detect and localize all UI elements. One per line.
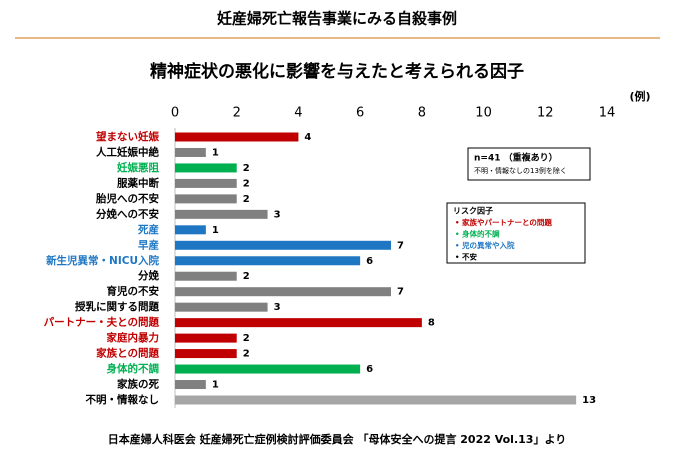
- legend-title: リスク因子: [453, 206, 493, 216]
- value-label: 3: [274, 302, 281, 313]
- note-line: n=41 （重複あり）: [474, 152, 558, 164]
- category-label: 妊娠悪阻: [117, 161, 159, 174]
- source: 日本産婦人科医会 妊産婦死亡症例検討評価委員会 「母体安全への提言 2022 V…: [108, 432, 566, 446]
- legend-entry: 家族やパートナーとの問題: [462, 217, 552, 227]
- category-label: 分娩への不安: [96, 207, 159, 220]
- x-tick-label: 12: [537, 106, 554, 121]
- bar: [175, 194, 237, 204]
- bar: [175, 209, 268, 219]
- x-tick-label: 2: [233, 106, 241, 121]
- category-label: 家族の死: [117, 378, 159, 391]
- x-tick-label: 8: [418, 106, 426, 121]
- value-label: 7: [397, 287, 404, 298]
- note-box: [467, 147, 591, 181]
- value-label: 1: [212, 147, 219, 158]
- bar: [175, 318, 422, 328]
- bar: [175, 395, 577, 405]
- bar: [175, 225, 206, 235]
- legend-bullet: •: [455, 219, 459, 227]
- value-label: 1: [212, 380, 219, 391]
- value-label: 4: [304, 132, 311, 143]
- x-tick-label: 6: [356, 106, 364, 121]
- chart-title: 妊産婦死亡報告事業にみる自殺事例: [217, 10, 457, 28]
- category-label: 家庭内暴力: [107, 331, 160, 344]
- value-label: 3: [274, 209, 281, 220]
- value-label: 13: [582, 395, 596, 406]
- category-label: 身体的不調: [107, 362, 160, 375]
- category-label: 服薬中断: [117, 176, 159, 189]
- note-line: 不明・情報なしの13例を除く: [474, 166, 567, 175]
- category-label: 望まない妊娠: [96, 130, 159, 143]
- value-label: 2: [243, 163, 250, 174]
- value-label: 2: [243, 333, 250, 344]
- legend-bullet: •: [455, 231, 459, 239]
- value-label: 7: [397, 240, 404, 251]
- legend-box: [446, 202, 586, 264]
- value-label: 2: [243, 178, 250, 189]
- bar: [175, 349, 237, 359]
- category-label: パートナー・夫との問題: [44, 316, 160, 329]
- value-label: 2: [243, 271, 250, 282]
- x-tick-label: 14: [599, 106, 616, 121]
- axis-unit: (例): [629, 89, 650, 103]
- value-label: 6: [366, 364, 373, 375]
- bar: [175, 256, 361, 266]
- legend-bullet: •: [455, 254, 459, 262]
- bar: [175, 147, 206, 157]
- x-tick-label: 4: [294, 106, 302, 121]
- category-label: 家族との問題: [96, 347, 159, 360]
- value-label: 8: [428, 318, 435, 329]
- category-label: 胎児への不安: [95, 192, 159, 205]
- value-label: 6: [366, 256, 373, 267]
- chart-subtitle: 精神症状の悪化に影響を与えたと考えられる因子: [150, 61, 524, 82]
- legend-entry: 児の異常や入院: [461, 240, 515, 250]
- value-label: 1: [212, 225, 219, 236]
- category-label: 早産: [138, 238, 159, 251]
- value-label: 2: [243, 349, 250, 360]
- category-label: 死産: [137, 223, 159, 236]
- category-label: 育児の不安: [107, 285, 160, 298]
- bar: [175, 132, 299, 142]
- legend-bullet: •: [455, 242, 459, 250]
- category-label: 授乳に関する問題: [75, 300, 159, 313]
- legend-entry: 不安: [462, 252, 477, 262]
- x-tick-label: 10: [475, 106, 492, 121]
- bar: [175, 364, 361, 374]
- value-label: 2: [243, 194, 250, 205]
- bar: [175, 240, 391, 250]
- bar: [175, 380, 206, 390]
- category-label: 新生児異常・NICU入院: [46, 254, 159, 267]
- bar: [175, 302, 268, 312]
- category-label: 不明・情報なし: [86, 393, 160, 406]
- category-label: 分娩: [138, 269, 159, 282]
- category-label: 人工妊娠中絶: [96, 145, 159, 158]
- bar: [175, 333, 237, 343]
- bar: [175, 287, 391, 297]
- bar: [175, 163, 237, 173]
- bar: [175, 178, 237, 188]
- bar: [175, 271, 237, 281]
- x-tick-label: 0: [171, 106, 179, 121]
- legend-entry: 身体的不調: [462, 229, 500, 239]
